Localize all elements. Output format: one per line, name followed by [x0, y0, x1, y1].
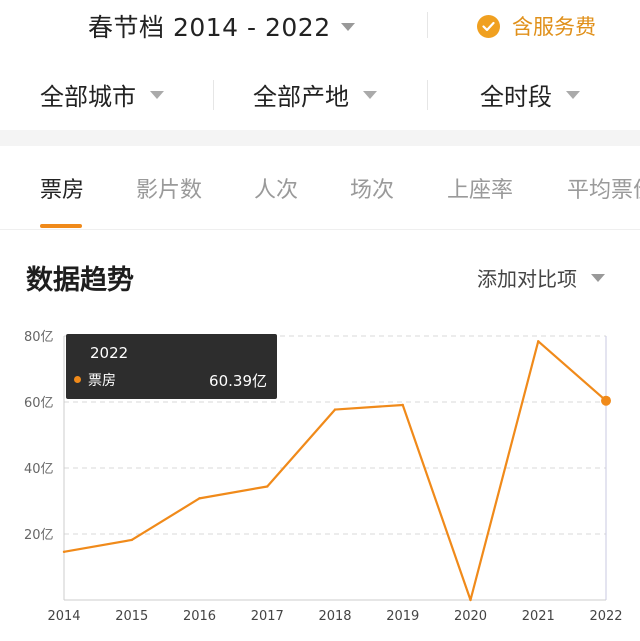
data-point-highlight [601, 395, 611, 406]
tooltip-series-label: 票房 [88, 373, 116, 389]
data-point [401, 403, 404, 407]
y-tick-label: 60亿 [24, 396, 54, 411]
city-filter-label: 全部城市 [40, 82, 136, 111]
y-tick-label: 80亿 [24, 330, 54, 345]
chevron-down-icon [566, 91, 580, 99]
divider [213, 80, 214, 110]
tab-occupancy[interactable]: 上座率 [447, 178, 514, 203]
data-point [198, 497, 201, 500]
x-tick-label: 2017 [251, 609, 284, 624]
data-point [333, 408, 337, 411]
tab-screenings[interactable]: 场次 [350, 178, 395, 203]
add-comparison-label: 添加对比项 [477, 266, 577, 291]
check-icon [477, 14, 500, 38]
chevron-down-icon [340, 23, 355, 31]
tab-film-count[interactable]: 影片数 [136, 178, 203, 203]
chevron-down-icon [591, 274, 605, 282]
divider [427, 12, 428, 38]
trend-chart[interactable]: 20亿 40亿 60亿 80亿 2014 2015 2016 2017 2018 2019 2020… [0, 322, 640, 641]
city-filter[interactable]: 全部城市 [40, 74, 164, 114]
x-tick-label: 2018 [318, 609, 351, 624]
active-tab-indicator [40, 224, 82, 228]
service-fee-label: 含服务费 [512, 15, 596, 39]
data-point [537, 340, 540, 343]
data-point [62, 550, 66, 554]
x-tick-label: 2022 [589, 609, 622, 624]
x-tick-label: 2016 [183, 609, 216, 624]
x-tick-label: 2015 [115, 609, 148, 624]
add-comparison-button[interactable]: 添加对比项 [477, 262, 605, 292]
x-tick-label: 2020 [454, 609, 487, 624]
tooltip-value: 60.39亿 [209, 372, 267, 390]
y-tick-label: 20亿 [24, 528, 54, 543]
tab-avg-price[interactable]: 平均票价 [567, 178, 640, 203]
chevron-down-icon [363, 91, 377, 99]
x-tick-label: 2014 [47, 609, 80, 624]
tooltip-year: 2022 [90, 344, 129, 362]
origin-filter-label: 全部产地 [253, 82, 349, 111]
x-tick-label: 2021 [522, 609, 555, 624]
data-point [469, 598, 472, 602]
y-tick-label: 40亿 [24, 462, 54, 477]
tab-box-office[interactable]: 票房 [40, 178, 85, 203]
time-filter[interactable]: 全时段 [480, 74, 580, 114]
data-point [266, 485, 269, 488]
divider [427, 80, 428, 110]
x-tick-label: 2019 [386, 609, 419, 624]
service-fee-toggle[interactable]: 含服务费 [477, 10, 596, 42]
metric-tabs: 票房 影片数 人次 场次 上座率 平均票价 [0, 146, 640, 230]
data-point [130, 538, 133, 542]
origin-filter[interactable]: 全部产地 [253, 74, 377, 114]
chevron-down-icon [150, 91, 164, 99]
time-filter-label: 全时段 [480, 82, 552, 111]
chart-svg[interactable]: 20亿 40亿 60亿 80亿 2014 2015 2016 2017 2018 2019 2020… [0, 322, 640, 641]
divider [0, 229, 640, 230]
season-selector[interactable]: 春节档 2014 - 2022 [88, 8, 355, 44]
section-title: 数据趋势 [26, 265, 134, 296]
section-separator [0, 130, 640, 146]
series-dot-icon [74, 376, 81, 383]
season-label: 春节档 2014 - 2022 [88, 13, 331, 42]
filter-bar: 全部城市 全部产地 全时段 [0, 60, 640, 130]
tab-admissions[interactable]: 人次 [254, 178, 299, 203]
chart-tooltip: 2022 票房 60.39亿 [66, 334, 277, 399]
top-bar: 春节档 2014 - 2022 含服务费 [0, 0, 640, 52]
